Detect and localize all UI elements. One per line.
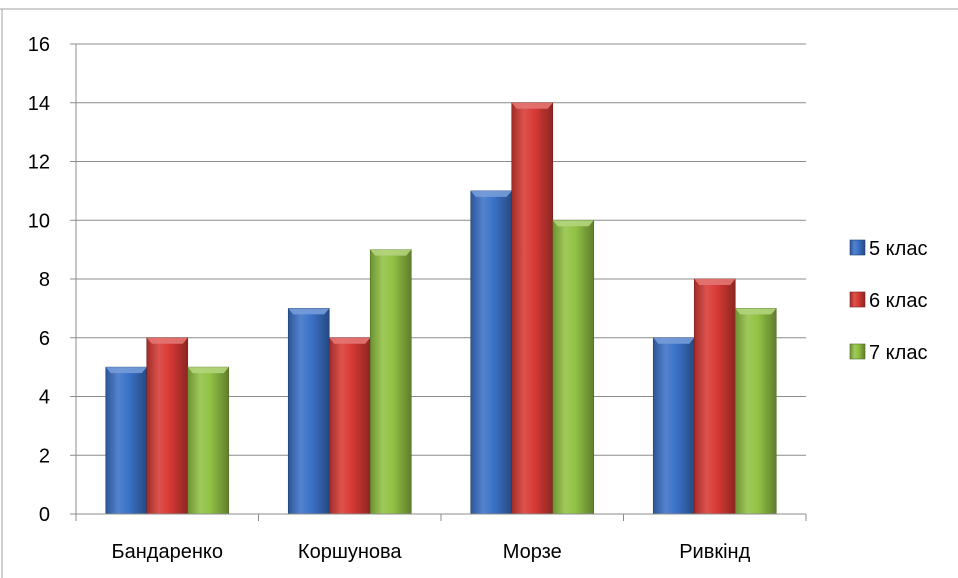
x-category-label: Морзе	[503, 541, 562, 563]
legend: 5 клас 6 клас 7 клас	[849, 238, 927, 364]
y-tick-label: 14	[28, 93, 50, 115]
y-tick-label: 4	[39, 387, 50, 409]
bar	[734, 308, 777, 515]
legend-swatch	[849, 291, 866, 308]
bar	[369, 249, 412, 515]
y-tick-label: 6	[39, 328, 50, 350]
bar	[287, 308, 330, 515]
y-axis-tick-labels: 0 2 4 6 8 10 12 14 16	[28, 34, 50, 526]
bar	[146, 337, 189, 515]
y-tick-label: 10	[28, 210, 50, 232]
legend-swatch	[849, 343, 866, 360]
bar	[105, 366, 148, 515]
x-category-label: Коршунова	[298, 541, 403, 563]
legend-label: 7 клас	[869, 342, 927, 364]
legend-swatch	[849, 239, 866, 256]
x-category-label: Бандаренко	[112, 541, 223, 563]
legend-item: 5 клас	[849, 238, 927, 260]
bars	[105, 102, 777, 515]
y-tick-label: 12	[28, 152, 50, 174]
legend-label: 5 клас	[869, 238, 927, 260]
bar	[187, 366, 230, 515]
bar	[328, 337, 371, 515]
y-tick-label: 8	[39, 269, 50, 291]
bar	[552, 219, 595, 515]
bar	[652, 337, 695, 515]
bar	[470, 190, 513, 515]
legend-item: 6 клас	[849, 290, 927, 312]
y-tick-label: 16	[28, 34, 50, 56]
legend-label: 6 клас	[869, 290, 927, 312]
y-tick-label: 2	[39, 445, 50, 467]
axes	[75, 44, 807, 521]
bar	[693, 278, 736, 515]
legend-item: 7 клас	[849, 342, 927, 364]
bar	[511, 102, 554, 515]
x-category-label: Ривкінд	[679, 541, 750, 563]
y-tick-label: 0	[39, 504, 50, 526]
x-axis-category-labels: Бандаренко Коршунова Морзе Ривкінд	[112, 541, 751, 563]
